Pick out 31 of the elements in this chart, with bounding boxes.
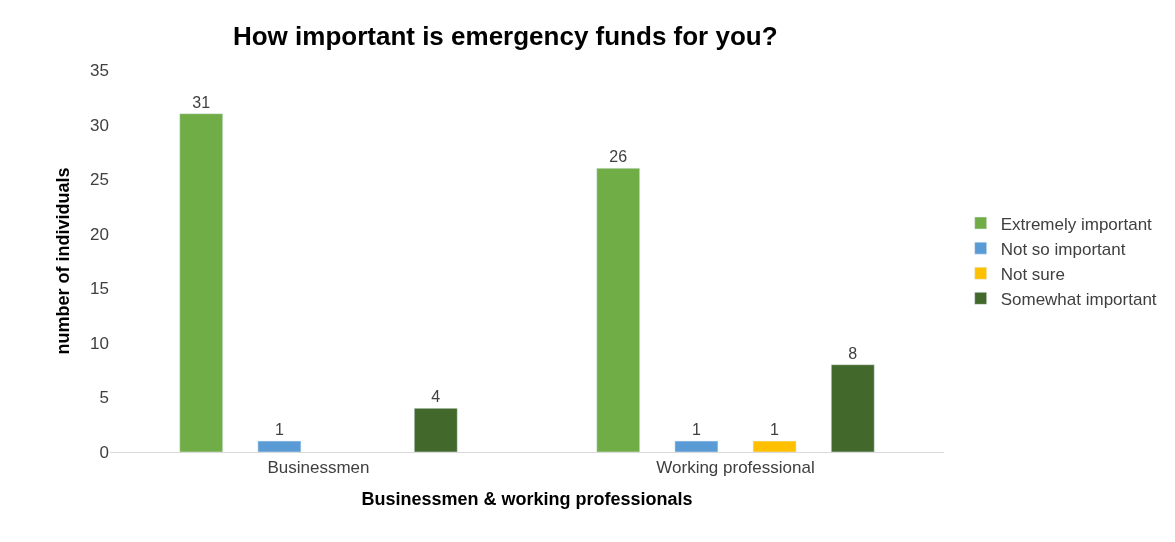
y-tick-label: 20 [90,224,109,244]
x-axis-title: Businessmen & working professionals [361,488,693,509]
legend-label: Somewhat important [1000,289,1157,309]
y-tick-label: 35 [90,60,109,80]
bar [752,440,797,452]
bar [257,440,302,452]
data-label: 8 [848,344,858,362]
y-tick-label: 5 [99,388,109,408]
data-label: 1 [691,421,701,439]
legend-label: Not so important [1000,239,1126,259]
y-axis-title: number of individuals [53,167,74,355]
y-tick-label: 25 [90,170,109,190]
chart-title: How important is emergency funds for you? [232,21,778,52]
data-label: 1 [274,421,284,439]
data-label: 1 [770,421,780,439]
bar [831,364,875,452]
data-label: 4 [431,388,441,406]
bar [179,113,223,452]
legend-label: Extremely important [1000,214,1153,234]
bar [596,167,640,452]
y-tick-label: 0 [99,442,109,462]
x-tick-label: Businessmen [267,458,370,478]
legend-label: Not sure [1000,264,1065,284]
bar [674,440,719,452]
data-label: 26 [609,148,628,166]
y-tick-label: 10 [90,333,109,353]
y-tick-label: 30 [90,115,109,135]
data-label: 31 [192,93,211,111]
y-tick-label: 15 [90,279,109,299]
bar [414,408,458,452]
x-tick-label: Working professional [656,458,815,478]
